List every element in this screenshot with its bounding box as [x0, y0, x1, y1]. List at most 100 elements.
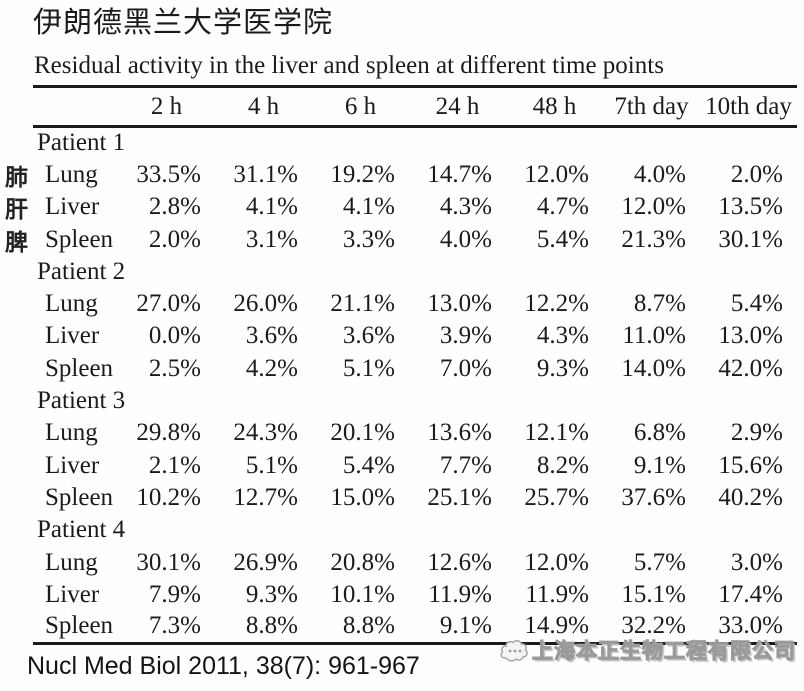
value-cell: 14.7%	[427, 160, 492, 188]
value-cell: 3.1%	[245, 225, 298, 253]
col-header-48h: 48 h	[532, 92, 577, 120]
value-cell: 15.1%	[621, 580, 686, 608]
value-cell: 4.1%	[342, 193, 395, 221]
value-cell: 37.6%	[621, 483, 686, 511]
value-cell: 21.1%	[330, 290, 395, 318]
value-cell: 5.1%	[245, 451, 298, 479]
value-cell: 13.6%	[427, 419, 492, 447]
value-cell: 12.0%	[621, 193, 686, 221]
table-body: Patient 1 肺 Lung 33.5% 31.1% 19.2% 14.7% 12.0% 4…	[5, 127, 797, 644]
col-header-6h: 6 h	[344, 92, 377, 120]
organ-label-cell: Spleen	[33, 353, 118, 385]
value-cell: 3.0%	[730, 548, 783, 576]
value-cell: 12.0%	[524, 160, 589, 188]
value-cell: 26.0%	[233, 290, 298, 318]
value-cell: 8.8%	[245, 612, 298, 640]
organ-row: Lung 29.8% 24.3% 20.1% 13.6% 12.1% 6.8% 2.9%	[33, 417, 797, 449]
value-cell: 11.9%	[525, 580, 589, 608]
organ-row: Lung 27.0% 26.0% 21.1% 13.0% 12.2% 8.7% 5.4%	[33, 288, 797, 320]
organ-label-cell: 脾 Spleen	[5, 223, 118, 255]
value-cell: 11.9%	[428, 580, 492, 608]
col-header-4h: 4 h	[247, 92, 280, 120]
value-cell: 15.6%	[718, 451, 783, 479]
citation: Nucl Med Biol 2011, 38(7): 961-967	[27, 651, 420, 680]
value-cell: 33.5%	[136, 160, 201, 188]
value-cell: 10.2%	[136, 483, 201, 511]
value-cell: 13.5%	[718, 193, 783, 221]
organ-label-cell: Spleen	[33, 611, 118, 643]
organ-label-en: Liver	[45, 193, 100, 221]
organ-label-cell: Spleen	[33, 482, 118, 514]
value-cell: 8.2%	[536, 451, 589, 479]
value-cell: 4.0%	[439, 225, 492, 253]
organ-label-cell: 肺 Lung	[5, 159, 118, 191]
value-cell: 8.7%	[633, 290, 686, 318]
col-header-7thday: 7th day	[614, 92, 689, 120]
value-cell: 21.3%	[621, 225, 686, 253]
value-cell: 3.6%	[245, 322, 298, 350]
value-cell: 25.7%	[524, 483, 589, 511]
residual-activity-table: 2 h 4 h 6 h 24 h 48 h 7th day 10th day P…	[5, 85, 797, 645]
value-cell: 33.0%	[718, 612, 783, 640]
value-cell: 12.1%	[524, 419, 589, 447]
value-cell: 4.1%	[245, 193, 298, 221]
value-cell: 12.6%	[427, 548, 492, 576]
organ-label-cn: 肝	[5, 196, 28, 223]
page-title: 伊朗德黑兰大学医学院	[33, 7, 334, 39]
value-cell: 13.0%	[718, 322, 783, 350]
organ-label-en: Liver	[45, 580, 100, 608]
value-cell: 4.3%	[536, 322, 589, 350]
patient-header-row: Patient 2	[33, 256, 797, 288]
value-cell: 30.1%	[136, 548, 201, 576]
value-cell: 13.0%	[427, 290, 492, 318]
value-cell: 29.8%	[136, 419, 201, 447]
patient-label: Patient 3	[37, 387, 126, 415]
organ-row: Spleen 7.3% 8.8% 8.8% 9.1% 14.9% 32.2% 33.0%	[33, 611, 797, 643]
organ-label-cell: 肝 Liver	[5, 191, 118, 223]
value-cell: 4.0%	[633, 160, 686, 188]
patient-label: Patient 1	[37, 129, 126, 157]
value-cell: 9.3%	[245, 580, 298, 608]
value-cell: 11.0%	[622, 322, 686, 350]
patient-label: Patient 4	[37, 516, 126, 544]
value-cell: 30.1%	[718, 225, 783, 253]
organ-row: Liver 7.9% 9.3% 10.1% 11.9% 11.9% 15.1% 17.4%	[33, 579, 797, 611]
value-cell: 5.4%	[730, 290, 783, 318]
organ-label-cell: Lung	[33, 546, 118, 578]
organ-label-cell: Lung	[33, 288, 118, 320]
value-cell: 5.4%	[342, 451, 395, 479]
value-cell: 0.0%	[148, 322, 201, 350]
value-cell: 2.0%	[730, 160, 783, 188]
patient-header-row: Patient 1	[33, 127, 797, 159]
value-cell: 12.2%	[524, 290, 589, 318]
organ-label-en: Lung	[45, 160, 98, 188]
value-cell: 7.9%	[148, 580, 201, 608]
value-cell: 32.2%	[621, 612, 686, 640]
value-cell: 14.0%	[621, 354, 686, 382]
organ-label-en: Spleen	[45, 354, 114, 382]
value-cell: 9.1%	[439, 612, 492, 640]
value-cell: 14.9%	[524, 612, 589, 640]
value-cell: 2.1%	[148, 451, 201, 479]
organ-label-en: Lung	[45, 548, 98, 576]
value-cell: 9.1%	[633, 451, 686, 479]
time-header-row: 2 h 4 h 6 h 24 h 48 h 7th day 10th day	[33, 87, 797, 127]
table-caption: Residual activity in the liver and splee…	[34, 52, 664, 79]
value-cell: 24.3%	[233, 419, 298, 447]
organ-label-en: Spleen	[45, 483, 114, 511]
patient-header-row: Patient 3	[33, 385, 797, 417]
corner-cell	[33, 87, 118, 127]
organ-label-en: Liver	[45, 322, 100, 350]
value-cell: 19.2%	[330, 160, 395, 188]
organ-row: Spleen 2.5% 4.2% 5.1% 7.0% 9.3% 14.0% 42.0%	[33, 353, 797, 385]
value-cell: 5.4%	[536, 225, 589, 253]
organ-row: Liver 0.0% 3.6% 3.6% 3.9% 4.3% 11.0% 13.0%	[33, 320, 797, 352]
value-cell: 10.1%	[330, 580, 395, 608]
organ-label-cn: 肺	[5, 163, 28, 190]
value-cell: 12.7%	[233, 483, 298, 511]
organ-label-en: Liver	[45, 451, 100, 479]
value-cell: 4.3%	[439, 193, 492, 221]
organ-label-en: Lung	[45, 419, 98, 447]
value-cell: 15.0%	[330, 483, 395, 511]
value-cell: 8.8%	[342, 612, 395, 640]
